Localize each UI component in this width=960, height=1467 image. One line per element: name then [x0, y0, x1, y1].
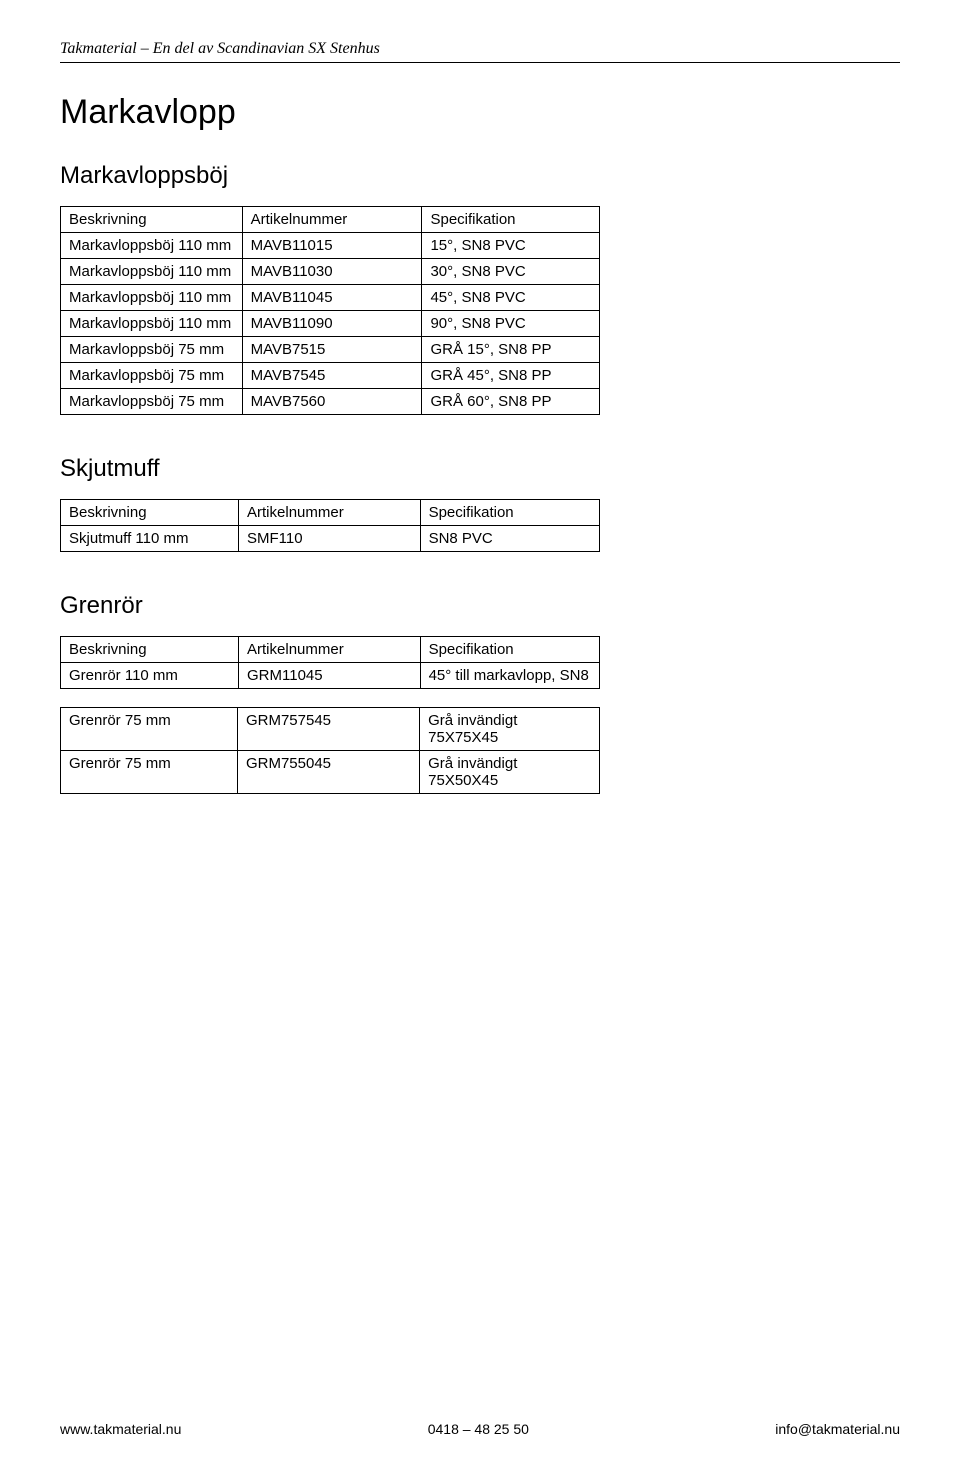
- cell-art: MAVB11090: [242, 311, 422, 337]
- cell-desc: Markavloppsböj 75 mm: [61, 363, 243, 389]
- section-markavloppsboj: Markavloppsböj Beskrivning Artikelnummer…: [60, 162, 900, 415]
- table-row: Skjutmuff 110 mm SMF110 SN8 PVC: [61, 526, 600, 552]
- cell-desc: Grenrör 75 mm: [61, 708, 238, 751]
- header-rule: [60, 62, 900, 63]
- cell-spec: 45°, SN8 PVC: [422, 285, 600, 311]
- table-row: Markavloppsböj 110 mm MAVB11090 90°, SN8…: [61, 311, 600, 337]
- cell-desc: Skjutmuff 110 mm: [61, 526, 239, 552]
- cell-spec: 15°, SN8 PVC: [422, 233, 600, 259]
- table-header-row: Beskrivning Artikelnummer Specifikation: [61, 637, 600, 663]
- cell-art: SMF110: [239, 526, 421, 552]
- cell-art: MAVB11015: [242, 233, 422, 259]
- table-grenror-2: Grenrör 75 mm GRM757545 Grå invändigt 75…: [60, 707, 600, 794]
- col-header-spec: Specifikation: [420, 637, 599, 663]
- table-row: Grenrör 75 mm GRM755045 Grå invändigt 75…: [61, 751, 600, 794]
- cell-art: GRM755045: [237, 751, 419, 794]
- col-header-desc: Beskrivning: [61, 500, 239, 526]
- section-grenror: Grenrör Beskrivning Artikelnummer Specif…: [60, 592, 900, 794]
- cell-spec: Grå invändigt 75X50X45: [420, 751, 600, 794]
- table-grenror-1: Beskrivning Artikelnummer Specifikation …: [60, 636, 600, 689]
- cell-desc: Markavloppsböj 110 mm: [61, 233, 243, 259]
- table-header-row: Beskrivning Artikelnummer Specifikation: [61, 500, 600, 526]
- cell-spec: GRÅ 15°, SN8 PP: [422, 337, 600, 363]
- section-title-markavloppsboj: Markavloppsböj: [60, 162, 900, 190]
- cell-art: MAVB7515: [242, 337, 422, 363]
- cell-desc: Markavloppsböj 110 mm: [61, 259, 243, 285]
- cell-art: GRM11045: [239, 663, 421, 689]
- cell-desc: Markavloppsböj 75 mm: [61, 337, 243, 363]
- col-header-art: Artikelnummer: [239, 637, 421, 663]
- table-row: Grenrör 75 mm GRM757545 Grå invändigt 75…: [61, 708, 600, 751]
- table-row: Markavloppsböj 110 mm MAVB11045 45°, SN8…: [61, 285, 600, 311]
- cell-spec: 30°, SN8 PVC: [422, 259, 600, 285]
- footer-phone: 0418 – 48 25 50: [428, 1421, 529, 1437]
- cell-desc: Markavloppsböj 110 mm: [61, 311, 243, 337]
- cell-desc: Grenrör 110 mm: [61, 663, 239, 689]
- footer-web: www.takmaterial.nu: [60, 1421, 181, 1437]
- cell-art: MAVB11045: [242, 285, 422, 311]
- page-title: Markavlopp: [60, 93, 900, 132]
- col-header-spec: Specifikation: [422, 207, 600, 233]
- brand-line: Takmaterial – En del av Scandinavian SX …: [60, 40, 900, 58]
- table-skjutmuff: Beskrivning Artikelnummer Specifikation …: [60, 499, 600, 552]
- cell-art: MAVB11030: [242, 259, 422, 285]
- col-header-spec: Specifikation: [420, 500, 599, 526]
- table-row: Markavloppsböj 75 mm MAVB7545 GRÅ 45°, S…: [61, 363, 600, 389]
- cell-spec: Grå invändigt 75X75X45: [420, 708, 600, 751]
- table-row: Grenrör 110 mm GRM11045 45° till markavl…: [61, 663, 600, 689]
- cell-spec: SN8 PVC: [420, 526, 599, 552]
- cell-desc: Grenrör 75 mm: [61, 751, 238, 794]
- col-header-desc: Beskrivning: [61, 637, 239, 663]
- table-header-row: Beskrivning Artikelnummer Specifikation: [61, 207, 600, 233]
- section-title-grenror: Grenrör: [60, 592, 900, 620]
- cell-spec: GRÅ 45°, SN8 PP: [422, 363, 600, 389]
- table-row: Markavloppsböj 75 mm MAVB7560 GRÅ 60°, S…: [61, 389, 600, 415]
- table-row: Markavloppsböj 75 mm MAVB7515 GRÅ 15°, S…: [61, 337, 600, 363]
- page-footer: www.takmaterial.nu 0418 – 48 25 50 info@…: [60, 1421, 900, 1437]
- col-header-art: Artikelnummer: [239, 500, 421, 526]
- table-row: Markavloppsböj 110 mm MAVB11015 15°, SN8…: [61, 233, 600, 259]
- cell-spec: 90°, SN8 PVC: [422, 311, 600, 337]
- cell-desc: Markavloppsböj 75 mm: [61, 389, 243, 415]
- col-header-art: Artikelnummer: [242, 207, 422, 233]
- footer-email: info@takmaterial.nu: [775, 1421, 900, 1437]
- cell-art: MAVB7560: [242, 389, 422, 415]
- section-title-skjutmuff: Skjutmuff: [60, 455, 900, 483]
- col-header-desc: Beskrivning: [61, 207, 243, 233]
- cell-art: GRM757545: [237, 708, 419, 751]
- cell-spec: 45° till markavlopp, SN8: [420, 663, 599, 689]
- table-row: Markavloppsböj 110 mm MAVB11030 30°, SN8…: [61, 259, 600, 285]
- cell-desc: Markavloppsböj 110 mm: [61, 285, 243, 311]
- cell-spec: GRÅ 60°, SN8 PP: [422, 389, 600, 415]
- cell-art: MAVB7545: [242, 363, 422, 389]
- table-markavloppsboj: Beskrivning Artikelnummer Specifikation …: [60, 206, 600, 415]
- section-skjutmuff: Skjutmuff Beskrivning Artikelnummer Spec…: [60, 455, 900, 552]
